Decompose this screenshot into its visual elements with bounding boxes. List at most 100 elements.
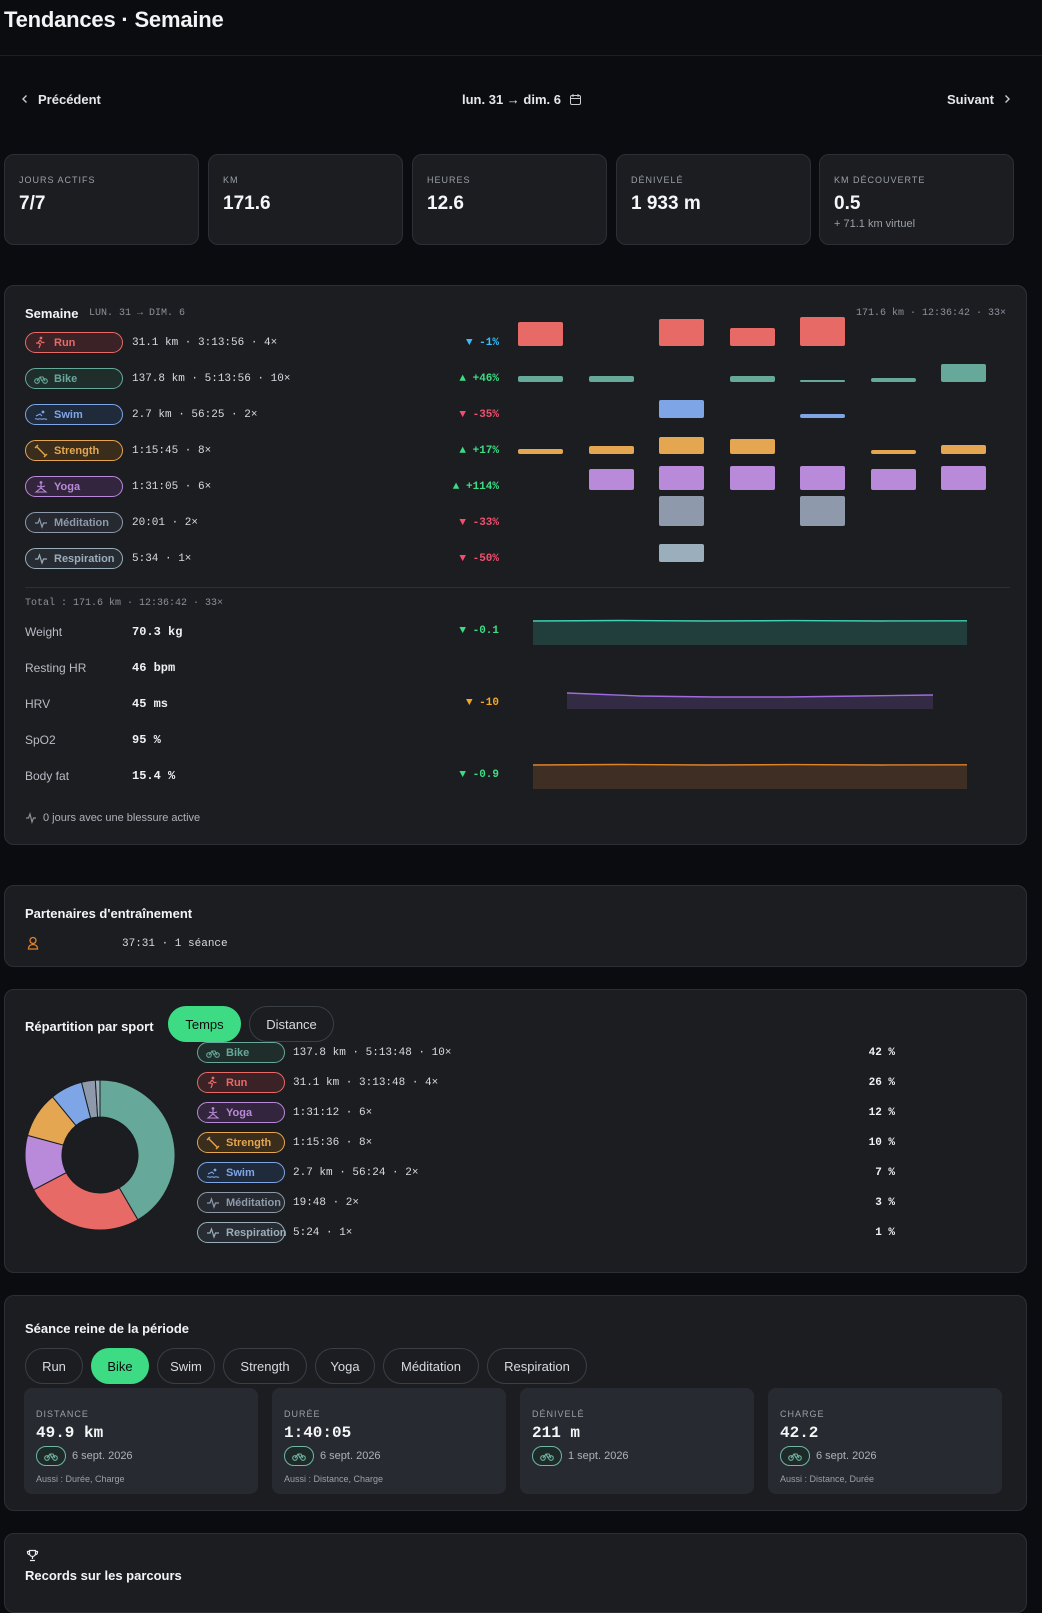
tab-run[interactable]: Run <box>25 1348 83 1384</box>
sport-pct: 3 % <box>875 1197 895 1209</box>
sport-delta: ▼ -35% <box>459 409 499 421</box>
activity-icon <box>26 812 36 824</box>
best-stat-label: DURÉE <box>284 1409 321 1419</box>
best-stat-card: DURÉE 1:40:05 6 sept. 2026 Aussi : Distance… <box>272 1388 506 1494</box>
sport-chip-yoga[interactable]: Yoga <box>25 476 123 497</box>
run-icon <box>208 1076 217 1088</box>
day-bar-yoga <box>941 466 986 490</box>
sport-chip-respiration[interactable]: Respiration <box>197 1222 287 1243</box>
best-stat-label: CHARGE <box>780 1409 825 1419</box>
repartition-card: Répartition par sport Temps Distance Bik… <box>4 989 1027 1273</box>
best-stat-date: 6 sept. 2026 <box>72 1450 133 1462</box>
day-bar-bike <box>730 376 775 382</box>
best-stat-value: 42.2 <box>780 1424 819 1442</box>
bike-chip[interactable] <box>284 1446 314 1466</box>
date-range-button[interactable]: lun. 31 → dim. 6 <box>462 88 582 110</box>
yoga-icon <box>206 1106 220 1119</box>
best-stat-card: CHARGE 42.2 6 sept. 2026 Aussi : Distance, … <box>768 1388 1002 1494</box>
kpi-value: 0.5 <box>834 193 861 214</box>
sport-delta: ▼ -33% <box>459 517 499 529</box>
sport-delta: ▼ -1% <box>465 337 499 349</box>
tab-respiration[interactable]: Respiration <box>487 1348 587 1384</box>
tab-bike[interactable]: Bike <box>91 1348 149 1384</box>
sport-chip-label: Bike <box>226 1046 250 1059</box>
sport-chip-meditation[interactable]: Méditation <box>25 512 123 533</box>
tab-swim[interactable]: Swim <box>157 1348 215 1384</box>
strength-icon <box>34 444 48 457</box>
partner-row-stat: 37:31 · 1 séance <box>122 938 228 950</box>
prev-week-button[interactable]: Précédent <box>20 88 101 110</box>
sport-chip-label: Run <box>54 336 76 349</box>
day-bar-meditation <box>800 496 845 526</box>
metric-label: Body fat <box>25 769 70 783</box>
sport-delta: ▲ +46% <box>459 373 499 385</box>
injury-text: 0 jours avec une blessure active <box>43 812 201 824</box>
sport-chip-label: Strength <box>54 444 100 457</box>
day-bar-strength <box>871 450 916 454</box>
day-bar-strength <box>659 437 704 454</box>
injury-line: 0 jours avec une blessure active <box>25 812 200 824</box>
bike-chip[interactable] <box>780 1446 810 1466</box>
sport-delta: ▲ +114% <box>452 481 499 493</box>
sport-chip-meditation[interactable]: Méditation <box>197 1192 285 1213</box>
strength-icon <box>206 1136 220 1149</box>
tab-distance[interactable]: Distance <box>249 1006 334 1042</box>
pulse-icon <box>207 1226 219 1239</box>
pulse-icon <box>35 552 47 565</box>
sport-stat: 31.1 km · 3:13:56 · 4× <box>132 337 278 349</box>
bike-icon <box>34 375 48 384</box>
sport-chip-strength[interactable]: Strength <box>25 440 123 461</box>
tab-strength[interactable]: Strength <box>223 1348 307 1384</box>
sport-pct: 26 % <box>868 1077 895 1089</box>
kpi-label: HEURES <box>427 175 471 185</box>
donut-slice-run <box>32 1171 139 1230</box>
metric-value: 15.4 % <box>132 769 176 783</box>
sport-chip-label: Bike <box>54 372 78 385</box>
day-bar-run <box>730 328 775 346</box>
bike-icon <box>206 1049 220 1058</box>
bike-chip[interactable] <box>36 1446 66 1466</box>
sport-stat: 1:15:36 · 8× <box>293 1137 373 1149</box>
sport-chip-bike[interactable]: Bike <box>197 1042 285 1063</box>
sport-chip-strength[interactable]: Strength <box>197 1132 285 1153</box>
kpi-label: DÉNIVELÉ <box>631 175 684 185</box>
day-bar-strength <box>730 439 775 454</box>
sport-chip-label: Swim <box>54 408 83 421</box>
repartition-title: Répartition par sport <box>25 1019 154 1034</box>
sport-chip-swim[interactable]: Swim <box>25 404 123 425</box>
donut-slice-respiration <box>94 1080 101 1118</box>
week-card: Semaine LUN. 31 → DIM. 6 171.6 km · 12:3… <box>4 285 1027 845</box>
tab-yoga[interactable]: Yoga <box>315 1348 375 1384</box>
tab-temps[interactable]: Temps <box>168 1006 241 1042</box>
day-bar-run <box>659 319 704 346</box>
pulse-icon <box>207 1196 219 1209</box>
sport-chip-label: Yoga <box>54 480 81 493</box>
metric-label: Resting HR <box>25 661 87 675</box>
partner-avatar-icon <box>27 936 39 950</box>
calendar-icon <box>569 93 581 105</box>
sport-chip-run[interactable]: Run <box>25 332 123 353</box>
week-total: Total : 171.6 km · 12:36:42 · 33× <box>25 598 224 609</box>
run-icon <box>36 336 45 348</box>
day-bar-yoga <box>871 469 916 490</box>
best-stat-value: 49.9 km <box>36 1424 104 1442</box>
tab-méditation[interactable]: Méditation <box>383 1348 479 1384</box>
metric-delta: ▼ -10 <box>465 697 499 709</box>
next-week-button[interactable]: Suivant <box>947 88 1012 110</box>
yoga-icon <box>34 480 48 493</box>
day-bar-run <box>800 317 845 346</box>
sport-delta: ▼ -50% <box>459 553 499 565</box>
sport-stat: 2.7 km · 56:25 · 2× <box>132 409 258 421</box>
sport-chip-swim[interactable]: Swim <box>197 1162 285 1183</box>
sport-chip-label: Yoga <box>226 1106 253 1119</box>
sport-pct: 7 % <box>875 1167 895 1179</box>
metric-value: 46 bpm <box>132 661 176 675</box>
sport-chip-run[interactable]: Run <box>197 1072 285 1093</box>
bike-chip[interactable] <box>532 1446 562 1466</box>
sport-chip-respiration[interactable]: Respiration <box>25 548 123 569</box>
day-bar-strength <box>941 445 986 454</box>
sport-chip-label: Swim <box>226 1166 255 1179</box>
sport-chip-yoga[interactable]: Yoga <box>197 1102 285 1123</box>
sport-chip-bike[interactable]: Bike <box>25 368 123 389</box>
pulse-icon <box>35 516 47 529</box>
